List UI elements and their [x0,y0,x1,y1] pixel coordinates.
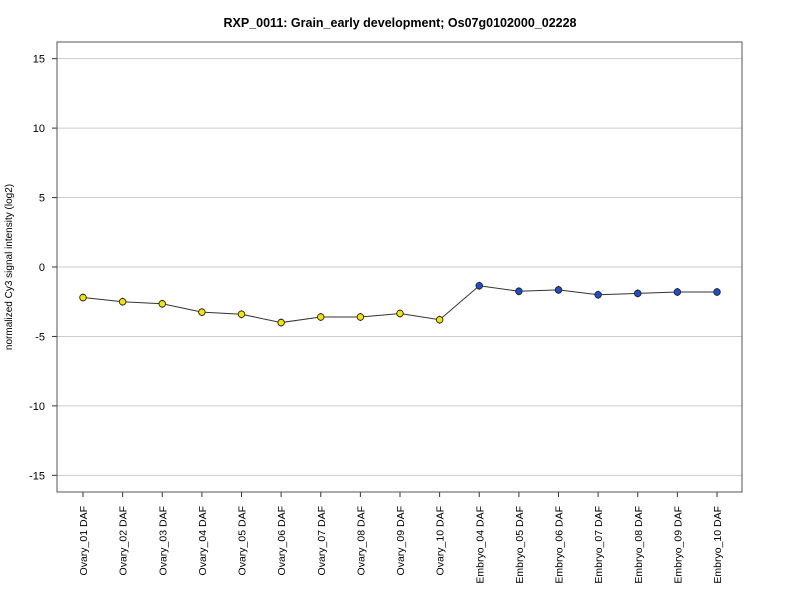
x-tick-label: Ovary_01 DAF [78,506,90,575]
y-tick-label: -5 [35,331,45,343]
x-tick-label: Embryo_10 DAF [712,506,724,584]
x-tick-label: Embryo_09 DAF [672,506,684,584]
data-point [634,289,642,298]
data-point [435,316,444,324]
x-axis: Ovary_01 DAF Ovary_02 DAF Ovary_03 DAF Ovar… [78,492,724,584]
y-tick-label: 0 [39,262,45,274]
x-tick-label: Ovary_03 DAF [157,506,169,575]
x-tick-label: Ovary_06 DAF [276,506,288,575]
x-tick-label: Embryo_06 DAF [554,506,566,584]
data-point [515,287,523,296]
data-point [594,291,602,299]
y-tick-label: 10 [33,123,45,135]
x-tick-label: Embryo_04 DAF [474,506,486,584]
data-point [277,318,285,327]
x-tick-label: Ovary_09 DAF [395,506,407,575]
x-tick-label: Ovary_10 DAF [435,506,447,575]
x-tick-label: Ovary_02 DAF [118,506,130,575]
x-tick-label: Ovary_07 DAF [316,506,328,575]
y-tick-label: -10 [29,401,45,413]
x-tick-label: Ovary_04 DAF [197,506,209,575]
data-point [673,288,682,296]
data-point [317,313,325,321]
data-point [158,300,166,308]
data-point [237,310,246,318]
y-tick-label: -15 [29,470,45,482]
gridlines [57,58,742,476]
x-tick-label: Embryo_08 DAF [633,506,645,584]
x-tick-label: Ovary_08 DAF [355,506,367,575]
y-tick-label: 15 [33,54,45,66]
chart-title: RXP_0011: Grain_early development; Os07g… [224,16,577,30]
data-point [118,297,127,306]
y-axis: -15 -10 -5 0 5 10 15 [29,54,57,482]
x-tick-label: Embryo_05 DAF [514,506,526,584]
data-point [79,293,87,302]
data-point [198,308,206,316]
data-point [554,286,563,294]
data-point [396,309,404,318]
series [79,281,721,327]
x-tick-label: Ovary_05 DAF [237,506,249,575]
data-point [713,288,721,296]
data-point [356,313,365,321]
data-point [475,282,484,290]
y-tick-label: 5 [39,193,45,205]
x-tick-label: Embryo_07 DAF [593,506,605,584]
plot-frame [56,41,743,493]
y-axis-label: normalized Cy3 signal intensity (log2) [4,184,15,350]
